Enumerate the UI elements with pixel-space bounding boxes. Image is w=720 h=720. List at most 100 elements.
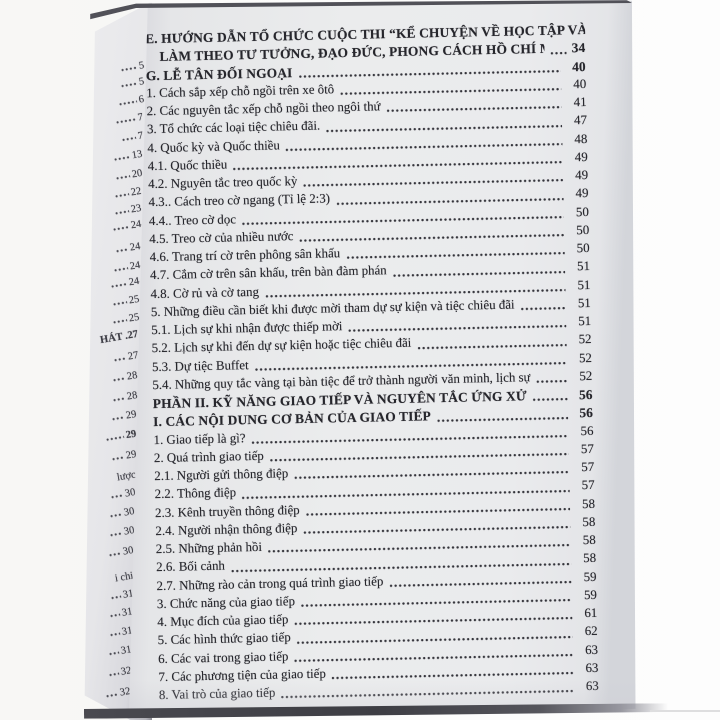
left-page-fragment: 24 (111, 276, 141, 292)
dot-leader (346, 251, 565, 261)
toc-page-number: 50 (576, 240, 590, 256)
dot-leader (110, 595, 121, 600)
dot-leader (326, 124, 563, 133)
toc-page-number: 50 (576, 222, 590, 237)
toc-page-number: 48 (574, 131, 588, 146)
toc-page-number: 58 (583, 551, 597, 566)
dot-leader (109, 651, 120, 656)
fragment-text: 27 (126, 350, 140, 363)
toc-page-number: 52 (578, 332, 592, 347)
left-page-fragment: 30 (110, 487, 136, 502)
dot-leader (112, 225, 130, 232)
dot-leader (386, 105, 562, 114)
fragment-text: 20 (130, 167, 143, 181)
dot-leader (111, 456, 124, 461)
dot-leader (331, 671, 574, 681)
left-page-fragment: 31 (110, 588, 134, 603)
dot-leader (106, 693, 119, 698)
left-page-fragment: 30 (110, 506, 136, 521)
dot-leader (108, 672, 120, 677)
dot-leader (348, 324, 567, 334)
fragment-text: HÁT .27 (99, 328, 140, 347)
toc-page-number: 57 (580, 441, 594, 456)
toc-page-number: 63 (584, 642, 599, 657)
dot-leader (111, 282, 128, 289)
left-page-fragment: 13 (113, 149, 143, 165)
left-page-fragment: 27 (113, 350, 139, 365)
fragment-text: 24 (129, 241, 142, 254)
left-page-fragment: 31 (109, 644, 133, 659)
toc-page-number: 57 (581, 478, 595, 493)
toc-page-number: 51 (577, 277, 591, 292)
toc-page-number: 51 (577, 295, 591, 310)
left-page-fragment: 30 (109, 525, 135, 540)
toc-page-number: 51 (578, 313, 592, 329)
left-page-fragment: 25 (112, 294, 140, 309)
fragment-text: 7 (137, 111, 145, 124)
fragment-text: 31 (121, 588, 134, 601)
fragment-text: 28 (126, 370, 139, 383)
left-page-fragment: 25 (112, 312, 140, 327)
toc-entry-title: 2.1. Người gửi thông điệp (154, 466, 289, 484)
left-page-fragment: 7 (116, 111, 145, 127)
dot-leader (106, 435, 125, 442)
left-page-fragment: 6 (118, 94, 145, 109)
toc-entry-title: 2. Quá trình giao tiếp (153, 448, 264, 465)
fragment-text: 29 (124, 449, 137, 462)
toc-page-number: 59 (583, 569, 597, 584)
toc-entry-title: 2.4. Người nhận thông điệp (155, 520, 298, 538)
dot-leader (113, 300, 128, 307)
dot-leader (281, 689, 574, 700)
toc-entry-title: 4.2. Nguyên tắc treo quốc kỳ (148, 174, 298, 192)
toc-entry-title: 5. Các hình thức giao tiếp (157, 630, 291, 648)
dot-leader (116, 248, 129, 253)
toc-page-number: 63 (585, 678, 599, 694)
toc-page-number: 49 (575, 167, 589, 183)
toc-entry-title: 7. Các phương tiện của giao tiếp (158, 666, 326, 684)
left-page-fragment: 29 (112, 409, 138, 424)
toc-entry-title: 4.3.. Cách treo cờ ngang (Tỉ lệ 2:3) (148, 191, 331, 210)
fragment-text: 22 (130, 185, 143, 199)
toc-entry-title: 2.5. Những phản hồi (155, 539, 263, 557)
dot-leader (110, 513, 123, 518)
dot-leader (109, 632, 121, 637)
dot-leader (114, 155, 131, 162)
left-page-fragment: 22 (115, 186, 143, 201)
toc-entry-title: 1. Giao tiếp là gì? (153, 430, 246, 447)
toc-page-number: 51 (576, 259, 591, 274)
dot-leader (115, 192, 130, 199)
toc-entry-title: 2.2. Thông điệp (154, 485, 237, 502)
dot-leader (417, 342, 567, 351)
dot-leader (550, 50, 567, 56)
dot-leader (389, 580, 572, 588)
dot-leader (109, 552, 122, 557)
toc-page-number: 49 (575, 186, 589, 201)
toc-page-number: 56 (578, 386, 593, 403)
dot-leader (392, 269, 566, 278)
dot-leader (336, 196, 564, 206)
dot-leader (109, 532, 123, 537)
fragment-text: 29 (125, 428, 138, 442)
dot-leader (436, 415, 569, 423)
toc-entry-title: 4.5. Treo cờ của nhiều nước (149, 228, 294, 246)
toc-page-number: 34 (571, 40, 586, 56)
left-page-fragment: 32 (106, 686, 132, 701)
toc-page-number: 41 (573, 94, 587, 110)
left-page-fragment: 7 (121, 130, 144, 144)
fragment-text: 13 (131, 148, 144, 162)
fragment-text: 24 (128, 275, 141, 289)
toc-page-number: 52 (579, 368, 593, 383)
toc-page-number: 47 (573, 113, 588, 128)
left-page-fragment: 23 (114, 203, 142, 218)
toc-entry-title: 5.3. Dự tiệc Buffet (151, 357, 249, 374)
toc-page-number: 63 (585, 660, 599, 675)
toc-page-number: 58 (582, 514, 596, 529)
fragment-text: lược (116, 469, 137, 484)
toc-entry-title: 8. Vai trò của giao tiếp (158, 685, 276, 703)
dot-leader (536, 379, 568, 385)
dot-leader (121, 136, 137, 142)
toc-page-number: 57 (581, 459, 595, 475)
dot-leader (121, 66, 138, 72)
toc-page-number: 59 (583, 587, 598, 602)
